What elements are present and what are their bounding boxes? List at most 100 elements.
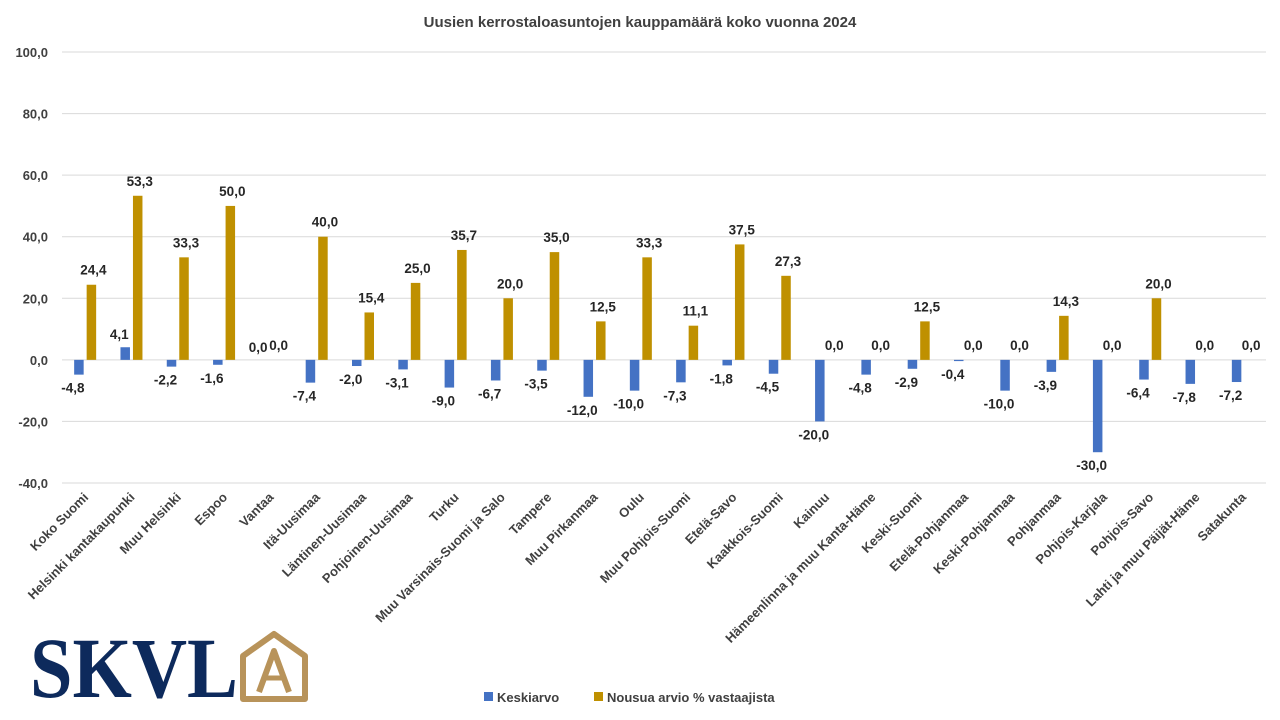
label-nousua-ita-uusimaa: 40,0 [312, 215, 338, 230]
category-label-pohjoinen-uusimaa: Pohjoinen-Uusimaa [319, 489, 416, 586]
label-nousua-espoo: 50,0 [219, 184, 245, 199]
label-keskiarvo-espoo: -1,6 [200, 371, 224, 386]
bar-nousua-pohjanmaa [1059, 315, 1069, 360]
category-label-vantaa: Vantaa [236, 489, 277, 530]
y-tick-label: 40,0 [23, 230, 48, 245]
bar-nousua-oulu [642, 257, 652, 360]
category-label-keski-pohjanmaa: Keski-Pohjanmaa [930, 489, 1018, 577]
y-axis-ticks: -40,0 -20,0 0,0 20,0 40,0 60,0 80,0 100,0 [15, 45, 48, 491]
bar-keskiarvo-pohjanmaa [1046, 359, 1057, 372]
bar-keskiarvo-muu-varsinais-suomi-ja-salo [490, 359, 501, 381]
label-nousua-muu-varsinais-suomi-ja-salo: 20,0 [497, 276, 523, 291]
label-nousua-vantaa: 0,0 [269, 338, 288, 353]
logo-house-icon [240, 631, 308, 702]
label-nousua-tampere: 35,0 [543, 230, 569, 245]
bar-keskiarvo-turku [444, 359, 455, 388]
label-keskiarvo-turku: -9,0 [432, 394, 455, 409]
bar-keskiarvo-keski-suomi [907, 359, 918, 369]
label-keskiarvo-muu-helsinki: -2,2 [154, 373, 177, 388]
label-keskiarvo-pohjanmaa: -3,9 [1034, 378, 1057, 393]
bar-keskiarvo-koko-suomi [74, 359, 84, 375]
bar-keskiarvo-helsinki-kantakaupunki [120, 347, 130, 360]
bar-keskiarvo-keski-pohjanmaa [1000, 359, 1010, 391]
bar-keskiarvo-lahti-ja-muu-paijat-hame [1185, 359, 1196, 384]
bar-nousua-pohjoinen-uusimaa [410, 282, 421, 360]
label-keskiarvo-lantinen-uusimaa: -2,0 [339, 372, 362, 387]
category-label-kainuu: Kainuu [790, 489, 832, 531]
bar-nousua-keski-suomi [920, 321, 930, 360]
y-tick-label: -40,0 [18, 476, 48, 491]
label-keskiarvo-pohjoinen-uusimaa: -3,1 [385, 375, 409, 390]
bar-keskiarvo-pohjoinen-uusimaa [398, 359, 408, 370]
label-nousua-koko-suomi: 24,4 [80, 263, 107, 278]
label-keskiarvo-satakunta: -7,2 [1219, 388, 1242, 403]
bar-keskiarvo-muu-pirkanmaa [583, 359, 594, 397]
label-keskiarvo-vantaa: 0,0 [249, 340, 268, 355]
label-keskiarvo-ita-uusimaa: -7,4 [293, 389, 317, 404]
skvl-logo: SKVL [30, 620, 308, 716]
legend-swatch-nousua [594, 692, 603, 701]
category-label-turku: Turku [426, 489, 462, 525]
legend-swatch-keskiarvo [484, 692, 493, 701]
label-nousua-turku: 35,7 [451, 228, 477, 243]
bar-keskiarvo-satakunta [1231, 359, 1242, 383]
label-keskiarvo-tampere: -3,5 [524, 377, 548, 392]
label-keskiarvo-muu-pirkanmaa: -12,0 [567, 403, 598, 418]
label-keskiarvo-pohjois-karjala: -30,0 [1076, 458, 1107, 473]
category-label-tampere: Tampere [506, 490, 554, 538]
category-label-espoo: Espoo [191, 489, 230, 528]
label-keskiarvo-pohjois-savo: -6,4 [1126, 386, 1150, 401]
legend: Keskiarvo Nousua arvio % vastaajista [484, 690, 775, 705]
y-tick-label: 100,0 [15, 45, 48, 60]
bar-nousua-ita-uusimaa [318, 236, 328, 360]
bar-nousua-muu-varsinais-suomi-ja-salo [503, 298, 513, 360]
label-nousua-pohjanmaa: 14,3 [1053, 294, 1080, 309]
legend-label-keskiarvo: Keskiarvo [497, 690, 559, 705]
label-keskiarvo-kaakkois-suomi: -4,5 [756, 380, 780, 395]
label-keskiarvo-muu-varsinais-suomi-ja-salo: -6,7 [478, 386, 501, 401]
label-keskiarvo-etela-pohjanmaa: -0,4 [941, 367, 965, 382]
label-nousua-pohjoinen-uusimaa: 25,0 [404, 261, 430, 276]
bar-nousua-koko-suomi [86, 284, 97, 360]
bar-nousua-helsinki-kantakaupunki [132, 195, 143, 360]
data-labels: -4,824,44,153,3-2,233,3-1,650,00,0 0,0-7,… [61, 174, 1260, 473]
bars [74, 195, 1242, 453]
category-label-muu-pohjois-suomi: Muu Pohjois-Suomi [597, 490, 693, 586]
bar-keskiarvo-ita-uusimaa [305, 359, 316, 383]
bar-keskiarvo-hameenlinna-ja-muu-kanta-hame [861, 359, 871, 375]
bar-nousua-muu-pohjois-suomi [688, 325, 699, 360]
bar-nousua-etela-savo [734, 244, 745, 360]
label-keskiarvo-koko-suomi: -4,8 [61, 381, 85, 396]
bar-nousua-espoo [225, 205, 236, 360]
bar-keskiarvo-etela-savo [722, 359, 732, 366]
legend-label-nousua: Nousua arvio % vastaajista [607, 690, 775, 705]
label-nousua-hameenlinna-ja-muu-kanta-hame: 0,0 [871, 338, 890, 353]
y-tick-label: 60,0 [23, 168, 48, 183]
label-keskiarvo-helsinki-kantakaupunki: 4,1 [110, 327, 129, 342]
bar-nousua-pohjois-savo [1151, 298, 1162, 360]
bar-nousua-turku [457, 249, 467, 360]
category-label-oulu: Oulu [615, 489, 647, 521]
label-nousua-lantinen-uusimaa: 15,4 [358, 290, 385, 305]
label-keskiarvo-oulu: -10,0 [613, 397, 644, 412]
label-keskiarvo-lahti-ja-muu-paijat-hame: -7,8 [1173, 390, 1197, 405]
bar-keskiarvo-kainuu [815, 359, 825, 422]
y-tick-label: 80,0 [23, 107, 48, 122]
y-tick-label: -20,0 [18, 414, 48, 429]
y-tick-label: 20,0 [23, 291, 48, 306]
bar-keskiarvo-pohjois-savo [1139, 359, 1149, 380]
category-label-lantinen-uusimaa: Läntinen-Uusimaa [279, 489, 370, 580]
label-nousua-muu-pohjois-suomi: 11,1 [683, 304, 709, 319]
bar-nousua-tampere [549, 252, 560, 360]
label-keskiarvo-keski-pohjanmaa: -10,0 [984, 397, 1015, 412]
label-nousua-oulu: 33,3 [636, 235, 663, 250]
label-nousua-helsinki-kantakaupunki: 53,3 [127, 174, 154, 189]
label-nousua-keski-suomi: 12,5 [914, 299, 941, 314]
label-nousua-muu-pirkanmaa: 12,5 [590, 299, 617, 314]
label-keskiarvo-kainuu: -20,0 [798, 427, 829, 442]
chart-title: Uusien kerrostaloasuntojen kauppamäärä k… [424, 14, 857, 31]
label-nousua-lahti-ja-muu-paijat-hame: 0,0 [1195, 338, 1214, 353]
bar-keskiarvo-etela-pohjanmaa [954, 359, 964, 362]
bar-keskiarvo-muu-helsinki [166, 359, 177, 367]
